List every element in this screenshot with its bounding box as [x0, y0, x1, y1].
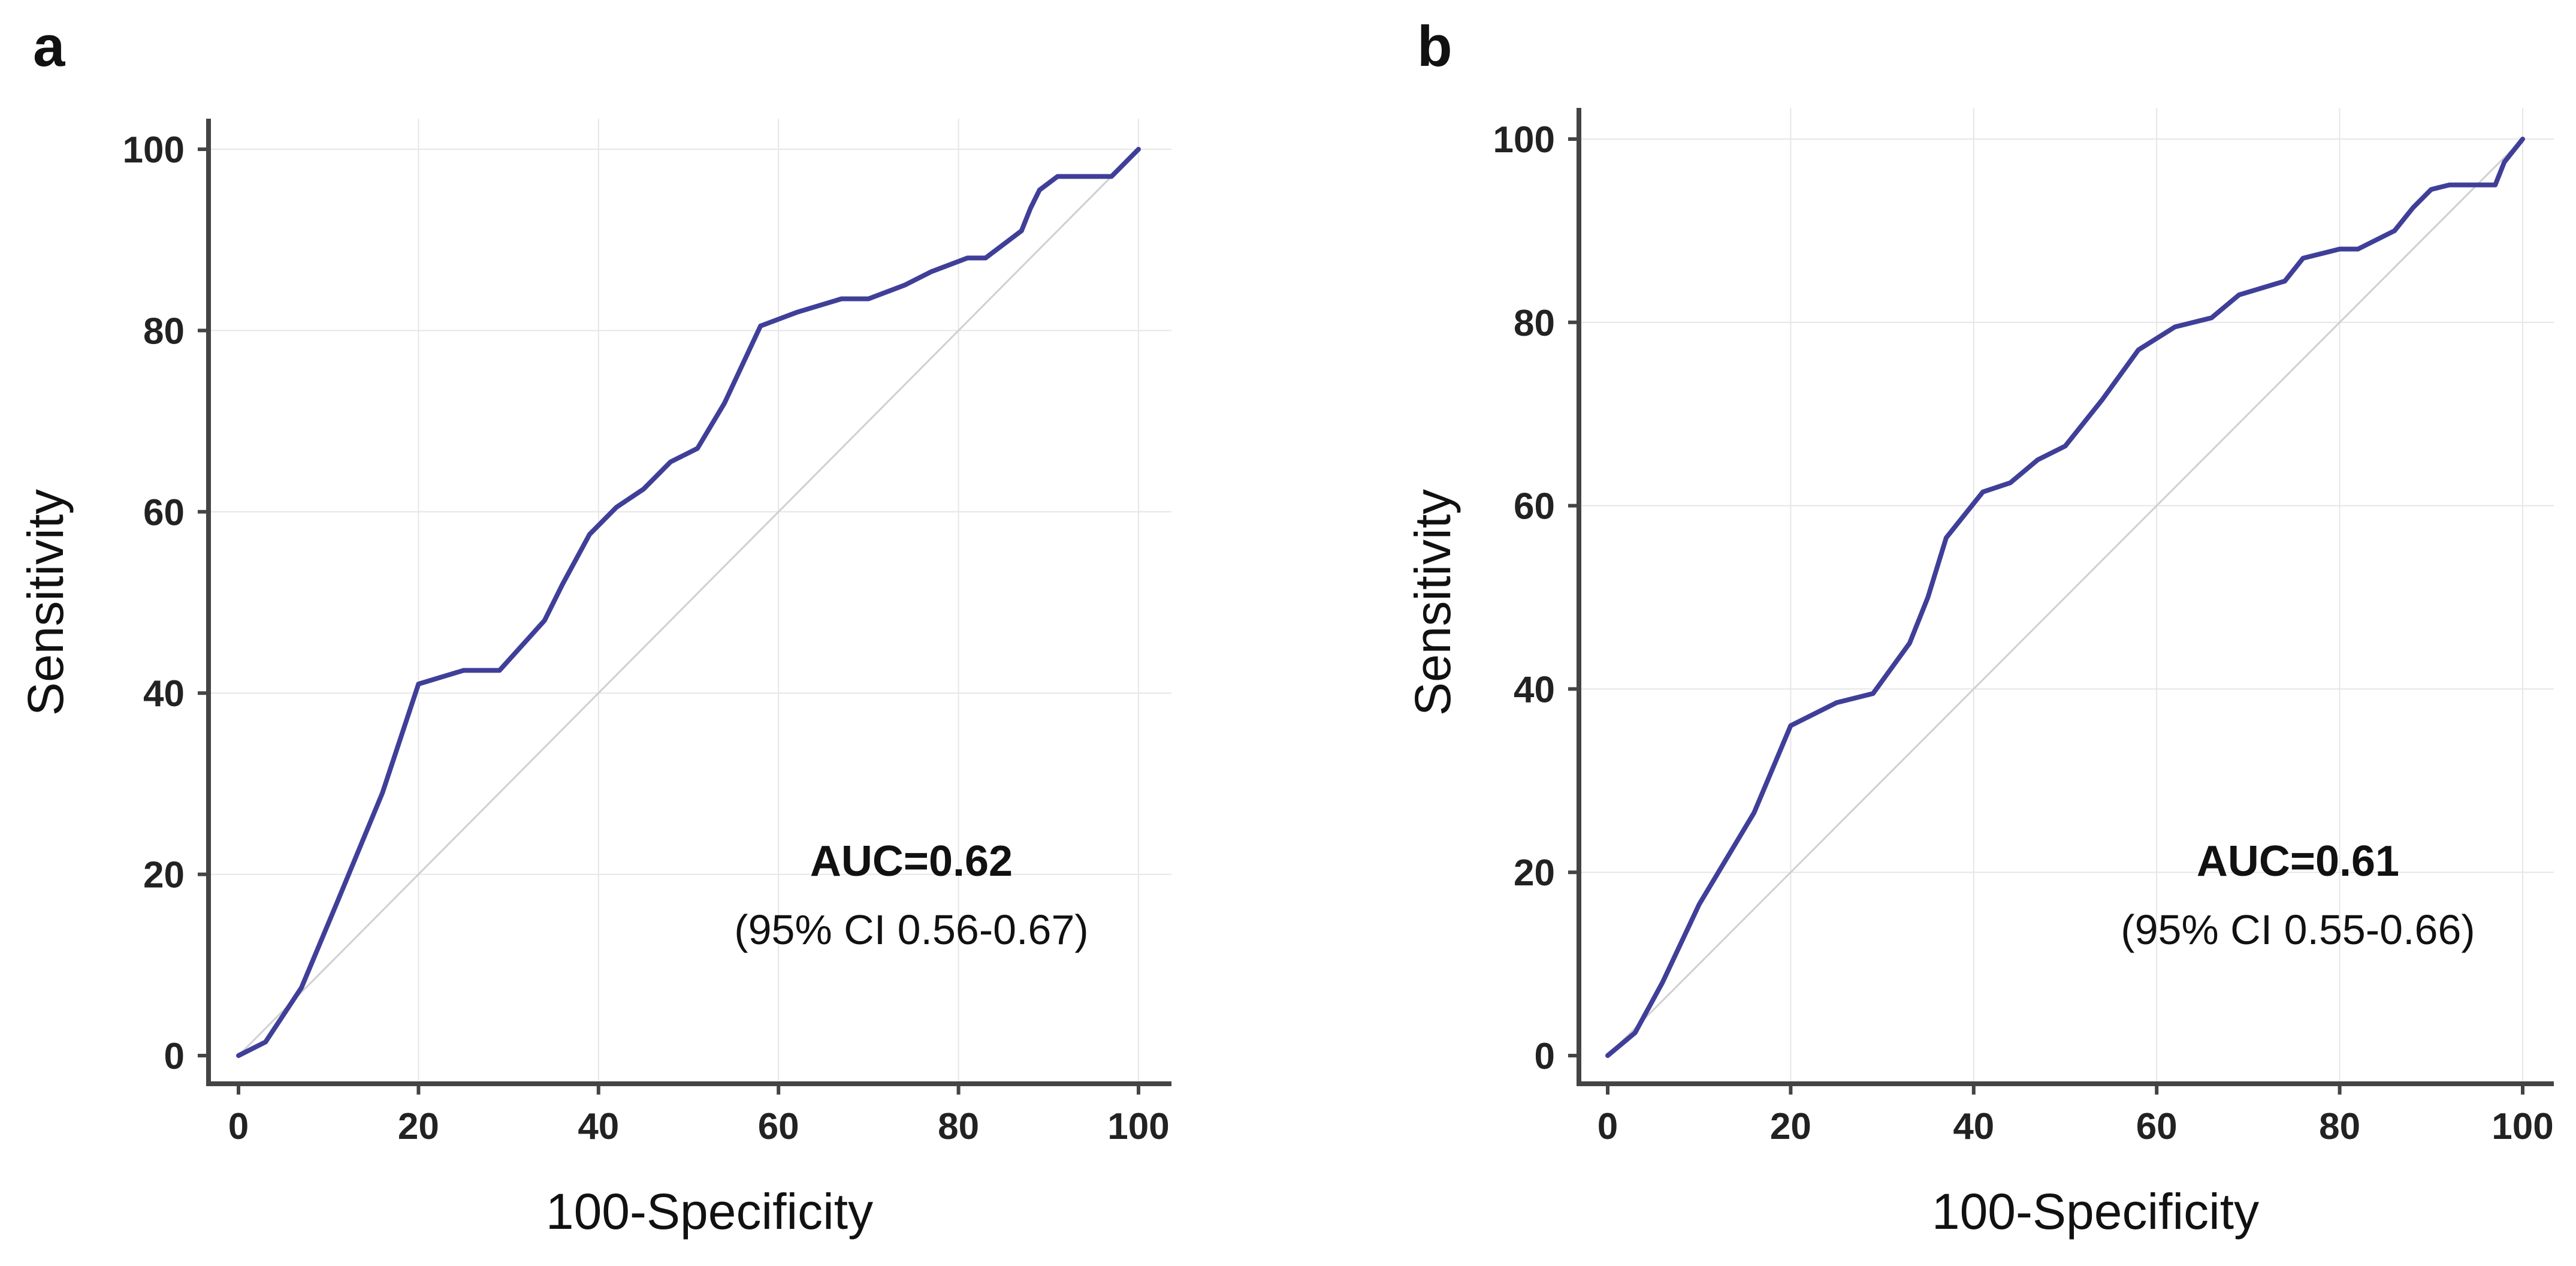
ci-annotation: (95% CI 0.55-0.66) — [2121, 906, 2475, 953]
axis-frame — [206, 119, 1171, 1086]
reference-diagonal-line — [237, 148, 1140, 1057]
y-tick-label: 60 — [143, 492, 185, 533]
y-tick-label: 0 — [1535, 1036, 1555, 1077]
y-tick-label: 60 — [1514, 486, 1555, 528]
x-tick-label: 100 — [1107, 1106, 1169, 1147]
y-tick-label: 40 — [143, 673, 185, 715]
x-tick-label: 60 — [758, 1106, 799, 1147]
x-axis-title: 100-Specificity — [1932, 1183, 2259, 1240]
chart-panel-a: 0 20 40 60 80 100 0 20 40 60 80 100 a 100-Specificity… — [17, 14, 1171, 1240]
y-tick-label: 100 — [1493, 119, 1555, 161]
y-axis-title: Sensitivity — [1405, 489, 1461, 716]
x-tick-label: 80 — [2319, 1106, 2360, 1147]
panel-label: b — [1417, 14, 1452, 79]
x-tick-label: 80 — [938, 1106, 979, 1147]
x-tick-label: 100 — [2492, 1106, 2553, 1147]
y-tick-label: 100 — [123, 129, 185, 171]
x-tick-label: 20 — [1770, 1106, 1811, 1147]
x-tick-label: 0 — [228, 1106, 249, 1147]
panel-label: a — [33, 14, 65, 79]
roc-curve-line — [1605, 137, 2525, 1058]
x-tick-label: 40 — [1953, 1106, 1994, 1147]
chart-panel-b: 0 20 40 60 80 100 0 20 40 60 80 100 b 100-Specificity… — [1405, 14, 2554, 1240]
x-tick-label: 20 — [398, 1106, 439, 1147]
auc-annotation: AUC=0.61 — [2197, 837, 2399, 885]
x-tick-label: 0 — [1597, 1106, 1618, 1147]
y-tick-label: 20 — [143, 855, 185, 896]
axis-frame — [1577, 108, 2554, 1086]
x-tick-label: 40 — [578, 1106, 619, 1147]
reference-diagonal-line — [1606, 138, 2524, 1057]
y-axis-title: Sensitivity — [17, 489, 74, 716]
y-tick-label: 80 — [1514, 303, 1555, 344]
y-tick-label: 80 — [143, 311, 185, 352]
roc-curve-line — [236, 147, 1141, 1058]
ci-annotation: (95% CI 0.56-0.67) — [734, 906, 1088, 953]
auc-annotation: AUC=0.62 — [810, 837, 1013, 885]
y-tick-label: 40 — [1514, 669, 1555, 710]
x-tick-label: 60 — [2136, 1106, 2178, 1147]
x-axis-title: 100-Specificity — [546, 1183, 873, 1240]
y-tick-label: 20 — [1514, 852, 1555, 894]
y-tick-label: 0 — [164, 1036, 185, 1077]
